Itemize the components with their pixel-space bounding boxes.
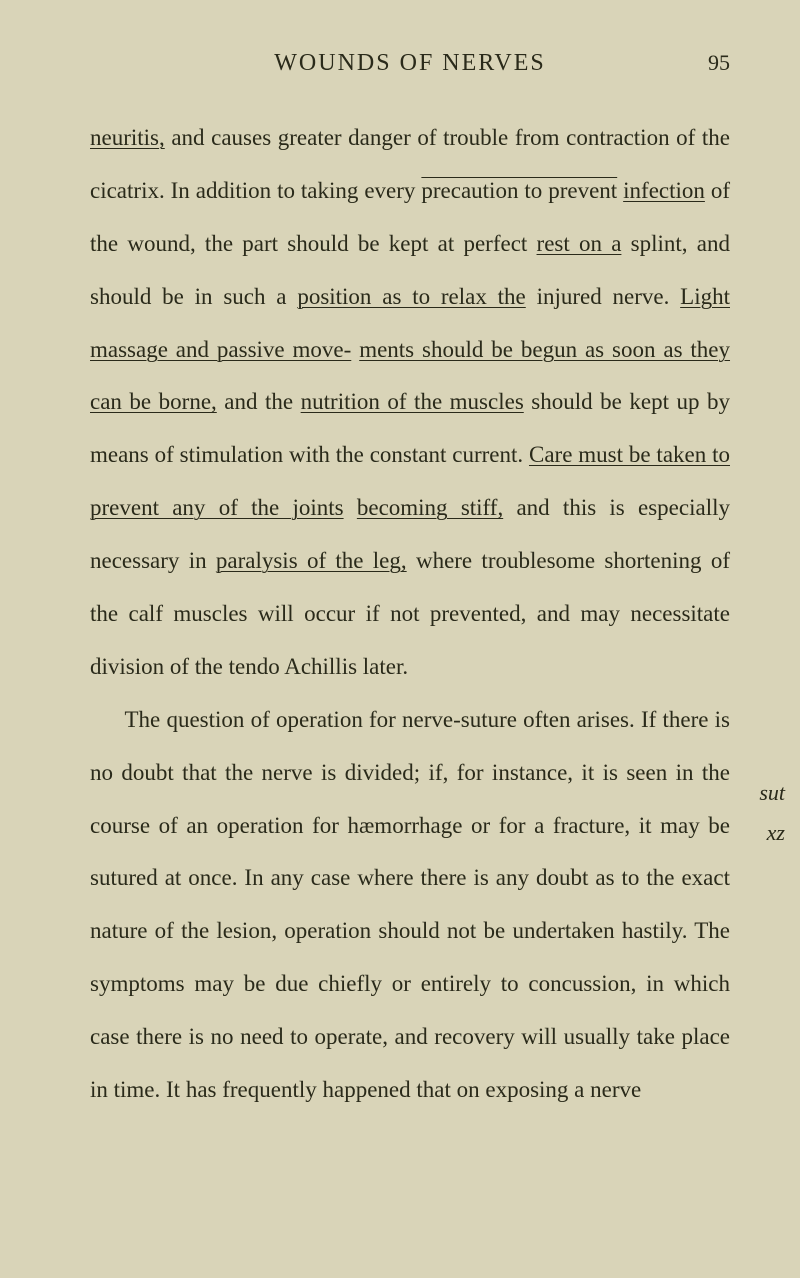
margin-annotation: xz [767, 820, 785, 846]
text-segment: injured nerve. [526, 284, 680, 309]
header-title: WOUNDS OF NERVES [130, 50, 690, 77]
page-number: 95 [690, 50, 730, 76]
text-segment: becoming stiff, [357, 495, 503, 520]
text-segment: precaution to prevent [421, 178, 617, 203]
text-segment [351, 337, 359, 362]
margin-annotation: sut [759, 780, 785, 806]
text-segment: rest on a [537, 231, 622, 256]
text-segment: and the [217, 389, 301, 414]
text-segment [344, 495, 357, 520]
page-header: WOUNDS OF NERVES 95 [90, 50, 730, 77]
document-page: WOUNDS OF NERVES 95 neuritis, and causes… [0, 0, 800, 1278]
text-segment: paralysis of the leg, [216, 548, 407, 573]
paragraph-1: neuritis, and causes greater danger of t… [90, 112, 730, 694]
text-segment: The question of operation for nerve-sutu… [90, 707, 730, 1102]
text-segment: nutrition of the muscles [301, 389, 524, 414]
text-segment: position as to relax the [297, 284, 525, 309]
body-text: neuritis, and causes greater danger of t… [90, 112, 730, 1117]
text-segment: neuritis, [90, 125, 165, 150]
paragraph-2: The question of operation for nerve-sutu… [90, 694, 730, 1117]
text-segment: infection [623, 178, 705, 203]
